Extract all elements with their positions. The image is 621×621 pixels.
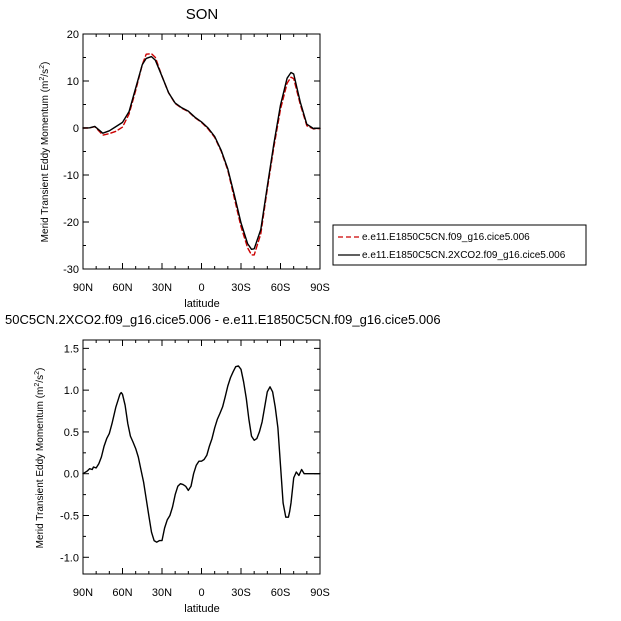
bottom-y-tick-label: -0.5 [60,511,79,523]
bottom-y-tick-label: -1.0 [60,552,79,564]
bottom-y-axis-label-text: Merid Transient Eddy Momentum (m [35,387,46,549]
top-x-tick-label: 90N [73,282,93,294]
top-y-axis-label: Merid Transient Eddy Momentum (m2/s2) [39,62,51,243]
legend-label-series-2: e.e11.E1850C5CN.2XCO2.f09_g16.cice5.006 [362,250,566,261]
bottom-x-tick-label: 30N [152,587,172,599]
top-x-tick-label: 0 [198,282,204,294]
top-x-tick-label: 60N [112,282,132,294]
top-plot-frame [82,33,321,270]
top-plot-area: 90N 60N 30N 0 30S 60S 90S -30 -20 -10 0 10 20 [63,29,330,294]
bottom-plot-frame [82,339,321,575]
top-y-tick-label: -30 [63,264,79,276]
bottom-y-axis-label-sup1: 2 [34,383,41,387]
top-y-axis-label-sup1: 2 [39,77,46,81]
top-x-tick-label: 90S [310,282,330,294]
bottom-y-tick-label: 0.5 [64,427,79,439]
top-y-tick-label: 10 [67,76,79,88]
top-y-tick-label: 20 [67,29,79,41]
bottom-series-1-line [82,365,321,543]
bottom-y-tick-label: 1.5 [64,343,79,355]
bottom-y-tick-label: 1.0 [64,385,79,397]
bottom-x-axis-label: latitude [184,603,219,615]
top-y-tick-label: 0 [73,123,79,135]
legend-box [332,224,587,266]
top-y-axis-label-end: ) [40,62,51,65]
bottom-y-axis-label-mid: /s [35,375,46,383]
bottom-panel-title: 50C5CN.2XCO2.f09_g16.cice5.006 - e.e11.E… [5,312,441,327]
bottom-y-axis-label-end: ) [35,368,46,371]
top-x-tick-label: 30S [231,282,251,294]
top-x-tick-label: 30N [152,282,172,294]
top-panel-title: SON [186,6,219,23]
bottom-panel: 50C5CN.2XCO2.f09_g16.cice5.006 - e.e11.E… [5,312,441,615]
top-x-tick-label: 60S [271,282,291,294]
bottom-x-tick-label: 90S [310,587,330,599]
bottom-plot-area: 90N 60N 30N 0 30S 60S 90S -1.0 -0.5 0.0 0.5 1.0 1.5 [60,339,330,599]
top-y-axis-label-sup2: 2 [39,65,46,69]
top-series-1-line [82,53,321,256]
top-y-axis-label-mid: /s [40,69,51,77]
top-series-2-line [82,55,321,251]
top-y-tick-label: -10 [63,170,79,182]
bottom-y-tick-label: 0.0 [64,469,79,481]
bottom-x-tick-label: 30S [231,587,251,599]
legend-label-series-1: e.e11.E1850C5CN.f09_g16.cice5.006 [362,232,530,243]
bottom-x-tick-label: 90N [73,587,93,599]
bottom-y-axis-label-sup2: 2 [34,371,41,375]
bottom-y-axis-label: Merid Transient Eddy Momentum (m2/s2) [34,368,46,549]
top-panel: SON 90N 60N 30N 0 30S 60S 90S -30 -20 -10 0 10 20 la… [39,6,330,310]
bottom-x-tick-label: 0 [198,587,204,599]
top-y-tick-label: -20 [63,217,79,229]
top-y-axis-label-text: Merid Transient Eddy Momentum (m [40,81,51,243]
legend: e.e11.E1850C5CN.f09_g16.cice5.006 e.e11.… [332,224,587,266]
bottom-x-tick-label: 60N [112,587,132,599]
top-x-axis-label: latitude [184,298,219,310]
bottom-x-tick-label: 60S [271,587,291,599]
